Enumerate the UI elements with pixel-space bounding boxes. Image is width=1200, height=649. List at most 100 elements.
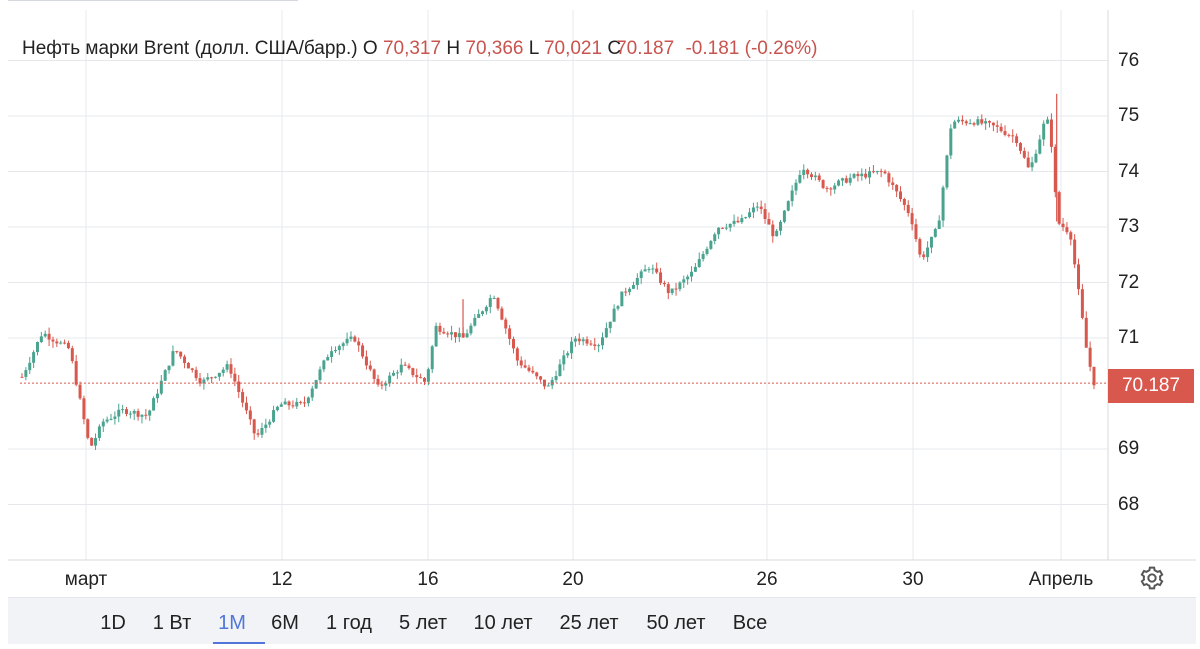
y-tick-label: 71	[1118, 327, 1140, 348]
change-percent: (-0.26%)	[744, 38, 818, 59]
candle-body	[748, 212, 752, 218]
candle-body	[918, 239, 922, 255]
range-button[interactable]: 1D	[100, 612, 126, 634]
candle-body	[1015, 136, 1019, 144]
candle-body	[674, 288, 678, 290]
candle-body	[1042, 123, 1046, 140]
candle-body	[608, 321, 612, 329]
candle-body	[620, 291, 624, 307]
candle-body	[1084, 317, 1088, 348]
open-key: O	[362, 38, 378, 59]
range-button[interactable]: 10 лет	[473, 612, 533, 634]
candle-body	[871, 171, 875, 173]
candle-body	[852, 174, 856, 178]
candle-body	[922, 254, 926, 258]
candle-body	[66, 342, 70, 349]
x-tick-label: 26	[756, 569, 778, 590]
x-tick-label: 20	[562, 569, 584, 590]
candle-body	[90, 437, 94, 446]
candle-body	[720, 227, 724, 229]
range-button[interactable]: 6M	[271, 612, 299, 634]
candle-body	[97, 426, 101, 438]
candle-body	[299, 401, 303, 403]
candle-body	[426, 369, 430, 382]
candle-body	[217, 372, 221, 377]
candle-body	[488, 298, 492, 307]
candle-body	[179, 351, 183, 357]
candle-body	[453, 332, 457, 338]
candle-body	[275, 406, 279, 411]
candle-body	[337, 346, 341, 351]
candle-body	[639, 271, 643, 278]
candle-body	[717, 227, 721, 235]
range-button[interactable]: 1M	[218, 612, 246, 634]
candle-body	[183, 356, 187, 364]
candle-body	[434, 325, 438, 347]
candle-body	[438, 325, 442, 332]
candle-body	[937, 220, 941, 229]
candle-body	[740, 218, 744, 223]
candle-body	[152, 398, 156, 411]
candle-body	[577, 338, 581, 342]
candle-body	[1053, 146, 1057, 193]
top-rule	[8, 0, 298, 1]
candle-body	[206, 377, 210, 380]
candle-body	[86, 419, 90, 438]
candle-body	[306, 397, 310, 404]
candle-body	[798, 174, 802, 183]
range-button[interactable]: 5 лет	[399, 612, 447, 634]
candle-body	[570, 341, 574, 354]
candle-body	[295, 401, 299, 407]
candle-body	[1077, 264, 1081, 290]
range-button[interactable]: 25 лет	[559, 612, 619, 634]
range-button[interactable]: Все	[732, 612, 768, 634]
candle-body	[43, 333, 47, 337]
candle-body	[190, 368, 194, 370]
candle-body	[477, 314, 481, 318]
candle-body	[392, 372, 396, 376]
candle-body	[113, 416, 117, 419]
range-button[interactable]: 50 лет	[646, 612, 706, 634]
candle-body	[101, 421, 105, 427]
y-tick-label: 72	[1118, 271, 1140, 293]
candle-body	[891, 182, 895, 185]
candle-body	[1080, 289, 1084, 318]
candle-body	[395, 372, 399, 374]
candle-body	[1049, 119, 1053, 147]
candle-body	[562, 355, 566, 365]
candle-body	[666, 284, 670, 294]
price-chart[interactable]	[0, 0, 1200, 597]
candle-body	[682, 279, 686, 283]
candle-body	[70, 348, 74, 362]
high-value: 70,366	[465, 38, 524, 59]
candle-body	[794, 182, 798, 191]
range-button[interactable]: 1 год	[326, 612, 372, 634]
candle-body	[473, 317, 477, 326]
candle-body	[20, 376, 24, 378]
x-tick-label: март	[64, 569, 108, 590]
candle-body	[1034, 153, 1038, 163]
candle-body	[484, 306, 488, 312]
candle-body	[318, 369, 322, 381]
candle-body	[1022, 150, 1026, 158]
candle-body	[388, 375, 392, 384]
candle-body	[1007, 134, 1011, 136]
y-tick-label: 76	[1118, 49, 1140, 71]
candle-body	[233, 373, 237, 382]
candle-body	[310, 388, 314, 398]
y-tick-label: 75	[1118, 105, 1140, 126]
candle-body	[786, 201, 790, 211]
candle-body	[155, 393, 159, 399]
candle-body	[864, 173, 868, 178]
candle-body	[844, 178, 848, 183]
candle-body	[535, 372, 539, 377]
candle-body	[659, 272, 663, 283]
candle-body	[1061, 223, 1065, 228]
candle-body	[802, 169, 806, 175]
candle-body	[148, 410, 152, 416]
range-button[interactable]: 1 Вт	[152, 612, 192, 634]
candle-body	[353, 336, 357, 342]
candle-body	[24, 370, 28, 377]
gear-icon[interactable]	[1139, 565, 1165, 591]
candle-body	[945, 155, 949, 188]
